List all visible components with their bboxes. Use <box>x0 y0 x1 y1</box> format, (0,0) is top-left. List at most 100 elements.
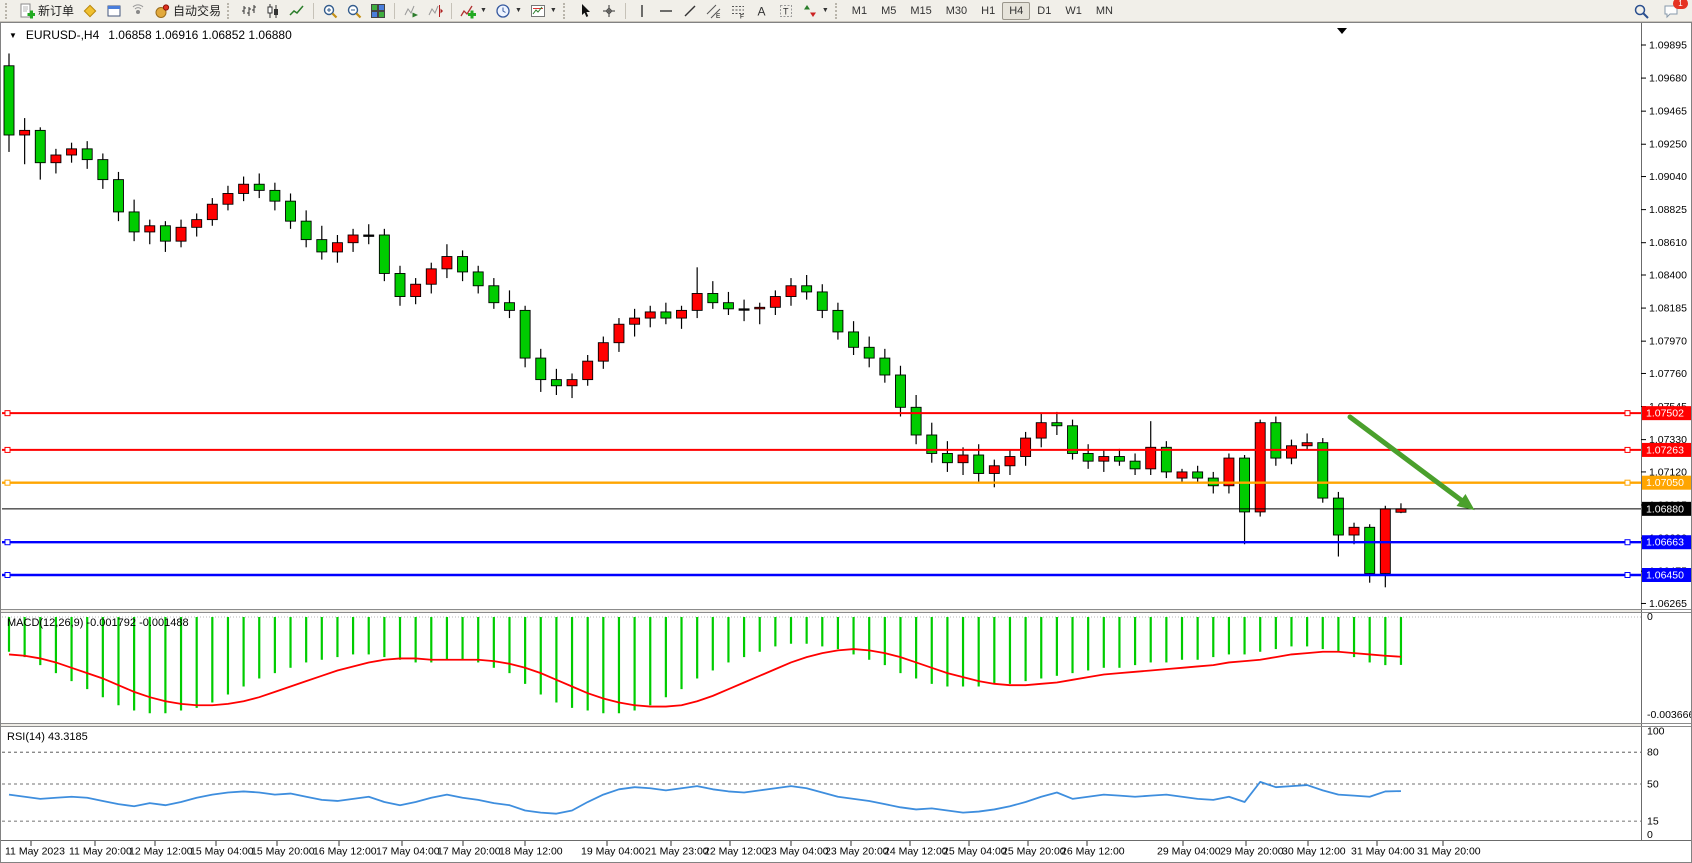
autotrading-button-label: 自动交易 <box>173 4 222 18</box>
line-handle[interactable] <box>4 410 11 417</box>
line-handle[interactable] <box>4 479 11 486</box>
candle-body <box>941 453 953 464</box>
line-handle[interactable] <box>4 446 11 453</box>
line-handle[interactable] <box>1624 539 1631 546</box>
price-axis[interactable]: 1.09895 1.09680 1.09465 1.09250 1.09040 1.088… <box>1641 40 1687 610</box>
crosshair-button[interactable] <box>597 0 621 22</box>
rsi-axis-label: 80 <box>1647 747 1659 759</box>
chevron-down-icon[interactable]: ▼ <box>549 7 557 14</box>
candle-body <box>3 65 15 136</box>
pot-icon <box>154 3 170 19</box>
candle-body <box>113 179 124 213</box>
candle-body <box>895 374 906 408</box>
zoom-in-icon <box>322 3 338 19</box>
candle-body <box>676 309 687 319</box>
main-toolbar: 新订单 自动交易 ▼ ▼ ▼ E F A T ▼ M1 M5 M15 M30 H1 H4 D1 W1 MN 1 <box>0 0 1692 22</box>
timeframe-d1-button[interactable]: D1 <box>1037 4 1052 17</box>
price-tick-label: 1.07760 <box>1649 368 1687 380</box>
candle-body <box>910 406 922 436</box>
timeframe-w1-button[interactable]: W1 <box>1065 4 1082 17</box>
timeframe-m5-button[interactable]: M5 <box>881 4 897 17</box>
timeframe-h4-button[interactable]: H4 <box>1002 1 1031 20</box>
text-t-icon: T <box>778 3 794 19</box>
autotrading-button[interactable]: 自动交易 <box>150 0 225 22</box>
signals-button[interactable] <box>126 0 150 22</box>
candle-body <box>1098 456 1110 462</box>
candle-body <box>738 308 750 311</box>
candle-body <box>206 203 218 221</box>
chart-shift-button[interactable] <box>423 0 447 22</box>
candle-body <box>926 434 938 454</box>
price-level-axis-label-text: 1.06663 <box>1646 537 1684 549</box>
horizontal-line-button[interactable] <box>654 0 678 22</box>
text-button[interactable]: A <box>750 0 774 22</box>
candle-body <box>848 331 860 348</box>
chevron-down-icon[interactable]: ▼ <box>514 7 522 14</box>
rsi-axis-label: 15 <box>1647 816 1659 828</box>
vertical-line-button[interactable] <box>630 0 654 22</box>
price-level-axis-label-text: 1.06880 <box>1646 503 1684 515</box>
candle-body <box>660 311 672 319</box>
price-tick-label: 1.06265 <box>1649 598 1687 610</box>
price-tick-label: 1.08825 <box>1649 204 1687 216</box>
cursor-button[interactable] <box>573 0 597 22</box>
svg-text:E: E <box>716 13 721 19</box>
price-tick-label: 1.08185 <box>1649 303 1687 315</box>
chart-window[interactable]: ▼ EURUSD-,H4 1.06858 1.06916 1.06852 1.0… <box>0 22 1692 863</box>
chart-ohlc-values: 1.06858 1.06916 1.06852 1.06880 <box>108 28 292 42</box>
search-button[interactable] <box>1629 0 1653 22</box>
indicators-button[interactable]: ▼ <box>456 0 491 22</box>
candle-body <box>582 360 594 381</box>
chevron-down-icon[interactable]: ▼ <box>480 7 487 14</box>
line-chart-button[interactable] <box>285 0 309 22</box>
market-watch-button[interactable] <box>78 0 102 22</box>
line-handle[interactable] <box>4 572 11 578</box>
candlestick-chart-button[interactable] <box>261 0 285 22</box>
text-label-button[interactable]: T <box>774 0 798 22</box>
line-handle[interactable] <box>1624 479 1631 486</box>
timeframe-m1-button[interactable]: M1 <box>851 4 868 17</box>
search-icon <box>1633 3 1649 19</box>
candle-body <box>863 346 875 359</box>
line-handle[interactable] <box>4 539 11 546</box>
candle-body <box>363 234 375 237</box>
macd-axis-max: 0 <box>1647 611 1653 623</box>
chat-button[interactable]: 1 <box>1659 0 1688 22</box>
bar-chart-button[interactable] <box>237 0 261 22</box>
templates-button[interactable]: ▼ <box>526 0 561 22</box>
price-chart-canvas[interactable]: 1.09895 1.09680 1.09465 1.09250 1.09040 1.088… <box>1 23 1691 862</box>
chevron-down-icon[interactable]: ▼ <box>821 7 829 14</box>
zoom-out-button[interactable] <box>342 0 366 22</box>
rsi-axis-label: 0 <box>1647 829 1653 841</box>
candle-body <box>1004 456 1016 467</box>
timeframe-h1-button[interactable]: H1 <box>981 4 996 17</box>
candle-body <box>300 220 312 241</box>
line-handle[interactable] <box>1624 410 1631 417</box>
fibonacci-button[interactable]: F <box>726 0 750 22</box>
time-tick-label: 24 May 12:00 <box>884 846 948 858</box>
toolbar-grip <box>562 2 569 19</box>
periods-button[interactable]: ▼ <box>491 0 526 22</box>
price-level-axis-label-text: 1.07502 <box>1646 408 1684 420</box>
trend-arrow[interactable] <box>1347 414 1475 511</box>
line-handle[interactable] <box>1624 572 1631 578</box>
candle-body <box>81 148 93 161</box>
timeframe-mn-button[interactable]: MN <box>1095 4 1113 17</box>
timeframe-m15-button[interactable]: M15 <box>910 4 932 17</box>
chart-title-collapse-icon[interactable]: ▼ <box>9 30 17 40</box>
equidistant-channel-button[interactable]: E <box>702 0 726 22</box>
auto-scroll-button[interactable] <box>399 0 423 22</box>
candle-body <box>1113 456 1125 462</box>
line-handle[interactable] <box>1624 446 1631 453</box>
candle-body <box>1129 460 1141 470</box>
timeframe-m30-button[interactable]: M30 <box>945 4 968 17</box>
zoom-in-button[interactable] <box>318 0 342 22</box>
arrows-button[interactable]: ▼ <box>798 0 833 22</box>
tile-windows-button[interactable] <box>366 0 390 22</box>
new-chart-button[interactable] <box>102 0 126 22</box>
chart-shift-marker[interactable] <box>1337 28 1347 34</box>
trendline-button[interactable] <box>678 0 702 22</box>
vline-icon <box>634 3 650 19</box>
new-order-button[interactable]: 新订单 <box>15 0 78 22</box>
